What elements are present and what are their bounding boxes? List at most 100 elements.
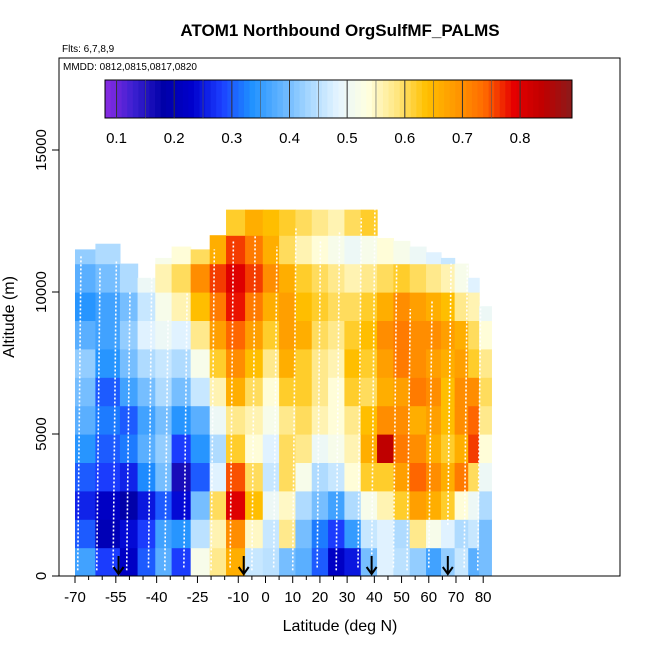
x-tick-label: -55 [105, 589, 127, 606]
heatmap-cell [454, 292, 469, 321]
heatmap-cell [295, 434, 313, 463]
heatmap-cell [441, 320, 456, 350]
heatmap-cell [393, 263, 411, 293]
heatmap-cell [262, 209, 280, 236]
heatmap-cell [468, 277, 480, 293]
colorbar-swatch [449, 80, 456, 118]
heatmap-cell [226, 434, 246, 463]
heatmap-cell [209, 235, 227, 265]
colorbar-swatch [266, 80, 273, 118]
colorbar-swatch [483, 80, 490, 118]
colorbar-swatch [199, 80, 206, 118]
heatmap-cell [155, 434, 173, 463]
heatmap-cell [226, 320, 246, 350]
flight-track [291, 226, 297, 571]
heatmap-cell [328, 209, 346, 236]
flight-track [335, 232, 341, 571]
heatmap-cell [344, 377, 362, 407]
colorbar-swatch [471, 80, 478, 118]
heatmap-cell [171, 519, 192, 549]
heatmap-cell [377, 320, 394, 350]
heatmap-cell [137, 434, 156, 463]
colorbar-swatch [416, 80, 423, 118]
heatmap-cell [155, 263, 173, 293]
heatmap-cell [190, 547, 211, 576]
heatmap-cell [171, 377, 192, 407]
y-tick-label: 5000 [33, 417, 50, 450]
heatmap-cell [360, 292, 378, 321]
heatmap-cell [137, 490, 156, 520]
heatmap-cell [279, 292, 297, 321]
heatmap-cell [137, 519, 156, 549]
colorbar-swatch [127, 80, 134, 118]
colorbar-swatch [271, 80, 278, 118]
heatmap-cell [393, 547, 411, 576]
heatmap-cell [137, 377, 156, 407]
heatmap-cell [328, 320, 346, 350]
colorbar-swatch [288, 80, 295, 118]
heatmap-cell [360, 320, 378, 350]
colorbar-swatch [494, 80, 501, 118]
heatmap-cell [328, 377, 346, 407]
heatmap-cell [295, 209, 313, 236]
heatmap-cell [155, 547, 173, 576]
heatmap-cell [279, 519, 297, 549]
heatmap-cell [479, 377, 492, 407]
flight-track [316, 240, 322, 568]
heatmap-cell [454, 434, 469, 463]
heatmap-cell [377, 377, 394, 407]
heatmap-cell [295, 377, 313, 407]
ocean-crossing-arrow [112, 556, 125, 576]
heatmap-cell [295, 320, 313, 350]
heatmap-cell [377, 263, 394, 293]
heatmap-cell [441, 405, 456, 435]
heatmap-cell [209, 547, 227, 576]
heatmap-cell [344, 263, 362, 293]
heatmap-cell [479, 405, 492, 435]
colorbar: 0.1 0.2 0.3 0.4 0.5 0.6 0.7 0.8 [104, 79, 573, 147]
heatmap-cell [279, 377, 297, 407]
colorbar-swatch [216, 80, 223, 118]
heatmap-cell [426, 547, 442, 576]
heatmap-cell [454, 320, 469, 350]
heatmap-cell [393, 462, 411, 492]
heatmap-cell [441, 519, 456, 549]
heatmap-cell [279, 405, 297, 435]
heatmap-cell [454, 490, 469, 520]
colorbar-swatch [160, 80, 167, 118]
heatmap-cell [262, 547, 280, 576]
heatmap-cell [311, 405, 329, 435]
heatmap-cell [279, 490, 297, 520]
flight-track [76, 255, 82, 571]
colorbar-swatch [243, 80, 251, 118]
flight-track [476, 263, 482, 571]
heatmap-cell [344, 405, 362, 435]
heatmap-cell [295, 547, 313, 576]
flight-track [210, 249, 216, 571]
heatmap-cell [311, 377, 329, 407]
x-tick-label: 40 [366, 589, 383, 606]
flight-track [112, 260, 118, 568]
heatmap-cell [95, 490, 121, 520]
y-tick-label: 15000 [33, 129, 50, 171]
heatmap-cell [209, 490, 227, 520]
heatmap-cell [226, 235, 246, 265]
heatmap-cell [295, 235, 313, 265]
heatmap-cell [377, 462, 394, 492]
heatmap-cell [409, 292, 427, 321]
colorbar-swatch [143, 80, 150, 118]
colorbar-swatch [227, 80, 234, 118]
heatmap-cell [377, 490, 394, 520]
colorbar-swatch [533, 80, 540, 118]
x-tick-label: 10 [284, 589, 301, 606]
flight-track [392, 263, 398, 568]
heatmap-cell [209, 292, 227, 321]
heatmap-cell [479, 490, 492, 520]
heatmap-cell [119, 405, 139, 435]
heatmap-cell [441, 292, 456, 321]
heatmap-cell [479, 320, 492, 350]
heatmap-cell [75, 405, 97, 435]
colorbar-swatch [238, 80, 245, 118]
colorbar-tick-label: 0.4 [279, 130, 300, 147]
heatmap-cell [171, 246, 192, 265]
